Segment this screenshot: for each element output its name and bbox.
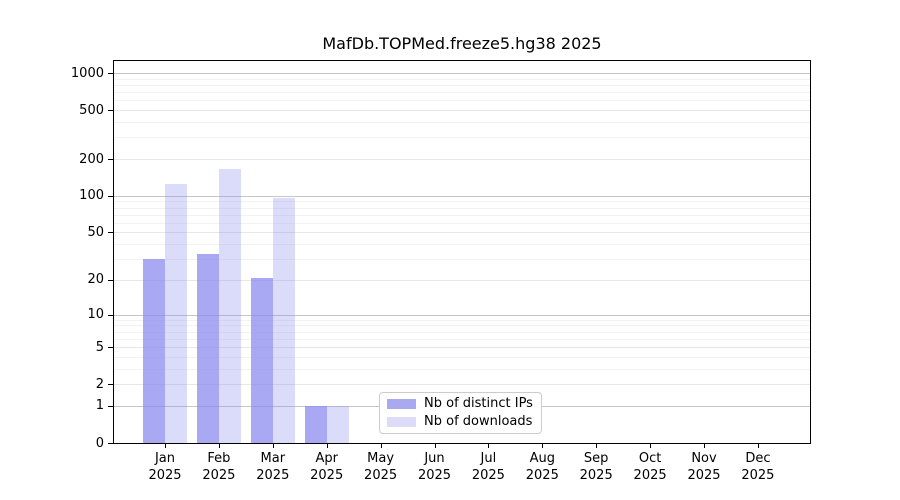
y-tick-mark bbox=[108, 110, 113, 112]
gridline-minor bbox=[114, 84, 810, 86]
x-tick-label: Feb 2025 bbox=[202, 451, 236, 483]
gridline-minor bbox=[114, 325, 810, 327]
x-tick-label: Jul 2025 bbox=[471, 451, 505, 483]
gridline-major bbox=[114, 279, 810, 281]
x-tick-label: Apr 2025 bbox=[310, 451, 344, 483]
bar-distinct-ips bbox=[196, 254, 219, 443]
y-tick-mark bbox=[108, 384, 113, 386]
y-tick-mark bbox=[108, 443, 113, 444]
legend-item-distinct-ips: Nb of distinct IPs bbox=[387, 397, 534, 411]
y-tick-mark bbox=[108, 232, 113, 234]
gridline-minor bbox=[114, 207, 810, 209]
gridline-major bbox=[114, 232, 810, 234]
y-tick-mark bbox=[108, 279, 113, 281]
gridline-minor bbox=[114, 92, 810, 94]
gridline-minor bbox=[114, 338, 810, 340]
gridline-major bbox=[114, 110, 810, 112]
legend-label-distinct-ips: Nb of distinct IPs bbox=[424, 396, 533, 411]
x-tick-mark bbox=[650, 444, 652, 448]
x-tick-label: Mar 2025 bbox=[256, 451, 290, 483]
y-tick-label: 10 bbox=[87, 307, 104, 323]
bar-distinct-ips bbox=[304, 405, 327, 443]
y-tick-mark bbox=[108, 405, 113, 407]
x-tick-label: Dec 2025 bbox=[741, 451, 775, 483]
x-tick-label: Sep 2025 bbox=[579, 451, 613, 483]
y-tick-mark bbox=[108, 314, 113, 316]
x-tick-mark bbox=[165, 444, 166, 448]
x-tick-mark bbox=[488, 444, 490, 448]
x-tick-mark bbox=[326, 444, 328, 448]
gridline-major bbox=[114, 347, 810, 348]
x-tick-mark bbox=[272, 444, 274, 448]
gridline-minor bbox=[114, 319, 810, 321]
chart-title: MafDb.TOPMed.freeze5.hg38 2025 bbox=[322, 34, 602, 53]
x-tick-label: Nov 2025 bbox=[687, 451, 721, 483]
bar-downloads bbox=[326, 405, 349, 443]
x-tick-mark bbox=[596, 444, 598, 448]
y-tick-label: 200 bbox=[79, 151, 104, 167]
x-tick-mark bbox=[704, 444, 705, 448]
x-tick-mark bbox=[542, 444, 544, 448]
bar-downloads bbox=[272, 197, 295, 443]
bar-downloads bbox=[165, 184, 187, 443]
gridline-minor bbox=[114, 122, 810, 123]
gridline-minor bbox=[114, 244, 810, 246]
x-tick-label: Jan 2025 bbox=[148, 451, 182, 483]
legend-label-downloads: Nb of downloads bbox=[424, 414, 533, 429]
y-tick-label: 100 bbox=[79, 188, 104, 204]
bar-downloads bbox=[218, 168, 241, 443]
gridline-major bbox=[114, 73, 810, 74]
gridline-minor bbox=[114, 331, 810, 333]
x-tick-mark bbox=[434, 444, 436, 448]
gridline-minor bbox=[114, 259, 810, 261]
bar-distinct-ips bbox=[250, 277, 273, 443]
y-tick-label: 5 bbox=[95, 339, 104, 355]
gridline-major bbox=[114, 195, 810, 197]
legend: Nb of distinct IPs Nb of downloads bbox=[379, 392, 542, 434]
gridline-minor bbox=[114, 137, 810, 139]
gridline-minor bbox=[114, 214, 810, 216]
bar-distinct-ips bbox=[143, 259, 165, 443]
y-tick-label: 20 bbox=[87, 272, 104, 288]
x-tick-label: May 2025 bbox=[364, 451, 398, 483]
y-tick-label: 500 bbox=[79, 102, 104, 118]
gridline-major bbox=[114, 384, 810, 386]
legend-swatch-downloads bbox=[387, 417, 416, 427]
y-tick-mark bbox=[108, 195, 113, 197]
y-tick-mark bbox=[108, 347, 113, 348]
gridline-minor bbox=[114, 78, 810, 80]
gridline-minor bbox=[114, 100, 810, 102]
gridline-minor bbox=[114, 356, 810, 358]
x-tick-mark bbox=[380, 444, 382, 448]
gridline-major bbox=[114, 314, 810, 316]
gridline-minor bbox=[114, 201, 810, 203]
plot-area bbox=[113, 60, 811, 444]
y-tick-label: 1000 bbox=[70, 65, 104, 81]
x-tick-label: Oct 2025 bbox=[633, 451, 667, 483]
y-tick-mark bbox=[108, 73, 113, 74]
x-tick-mark bbox=[757, 444, 759, 448]
gridline-minor bbox=[114, 222, 810, 224]
gridline-major bbox=[114, 159, 810, 160]
legend-item-downloads: Nb of downloads bbox=[387, 415, 534, 429]
legend-swatch-distinct-ips bbox=[387, 399, 416, 409]
y-tick-label: 0 bbox=[95, 435, 104, 451]
x-tick-label: Jun 2025 bbox=[417, 451, 452, 483]
y-tick-mark bbox=[108, 159, 113, 160]
y-tick-label: 1 bbox=[95, 398, 104, 414]
y-tick-label: 2 bbox=[95, 376, 104, 392]
x-tick-label: Aug 2025 bbox=[525, 451, 559, 483]
y-tick-label: 50 bbox=[87, 224, 104, 240]
x-tick-mark bbox=[218, 444, 220, 448]
gridline-minor bbox=[114, 368, 810, 370]
